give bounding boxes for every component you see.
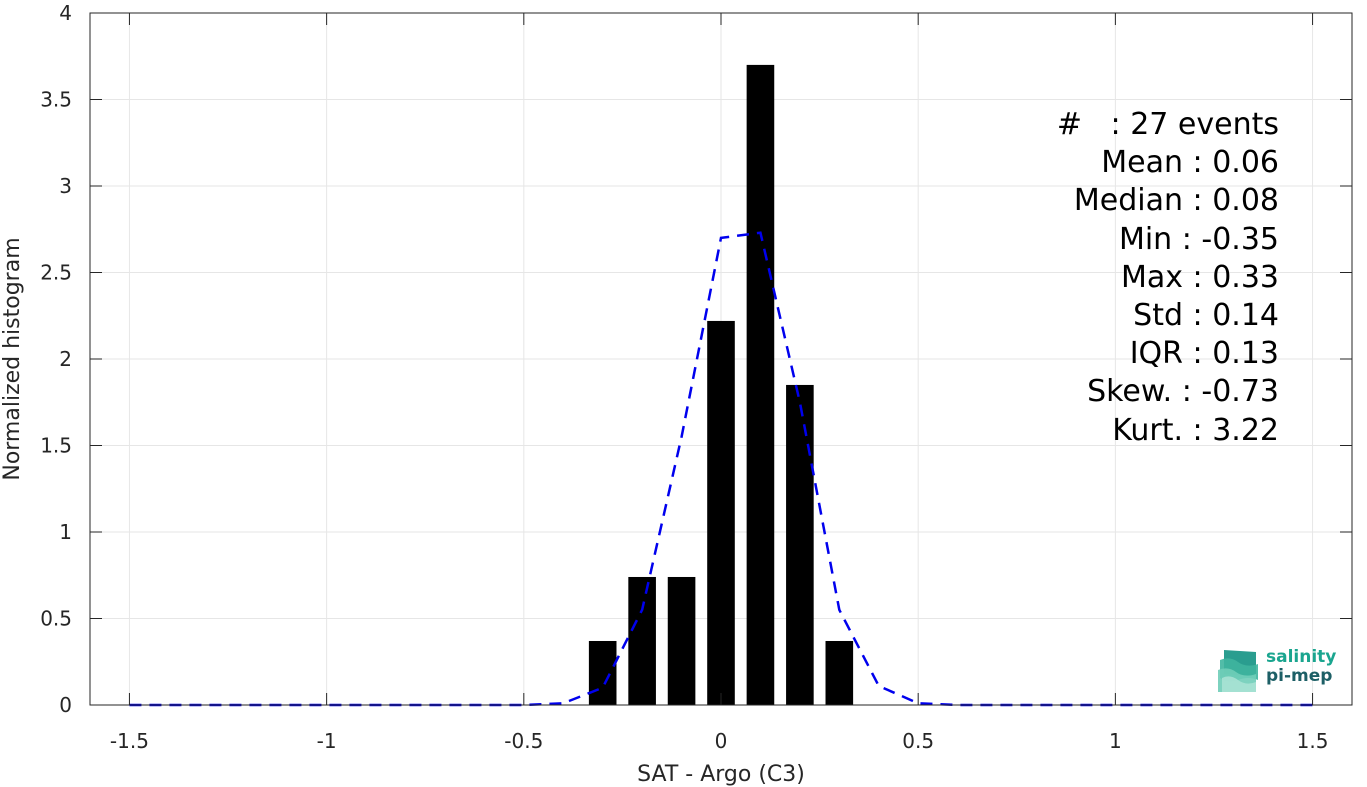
stat-median: Median : 0.08 (1073, 183, 1279, 219)
x-tick-label: -1.5 (110, 729, 149, 753)
y-axis-label: Normalized histogram (0, 237, 25, 480)
y-tick-label: 0.5 (40, 607, 72, 631)
x-tick-label: 0.5 (902, 729, 934, 753)
x-tick-label: -1 (317, 729, 337, 753)
stat-events: # : 27 events (1056, 107, 1279, 142)
logo-line2: pi-mep (1266, 666, 1333, 686)
stats-box: # : 27 events Mean : 0.06 Median : 0.08 … (1057, 106, 1279, 450)
grid-layer (90, 12, 1352, 706)
logo-line1: salinity (1266, 647, 1337, 667)
x-tick-label: 0 (715, 729, 728, 753)
bars-layer (588, 64, 854, 705)
stat-mean: Mean : 0.06 (1101, 145, 1279, 181)
stat-skew: Skew. : -0.73 (1087, 374, 1279, 410)
wave-logo-icon (1218, 650, 1258, 692)
y-tick-label: 2.5 (40, 261, 72, 285)
histogram-bar (746, 64, 775, 705)
x-tick-label: -0.5 (504, 729, 543, 753)
stat-max: Max : 0.33 (1121, 259, 1279, 295)
salinity-pi-mep-logo: salinity pi-mep (1216, 646, 1346, 694)
x-tick-label: 1.5 (1297, 729, 1329, 753)
y-tick-label: 0 (59, 693, 72, 717)
y-tick-label: 2 (59, 347, 72, 371)
x-tick-label: 1 (1109, 729, 1122, 753)
histogram-bar (667, 576, 696, 705)
y-tick-label: 1.5 (40, 434, 72, 458)
histogram-bar (707, 320, 735, 705)
tick-labels-layer: -1.5 -1 -0.5 0 0.5 1 1.5 0 0.5 1 1.5 2 2.5 3 3.5 4 (40, 1, 1328, 753)
stat-kurt: Kurt. : 3.22 (1112, 412, 1279, 448)
stat-std: Std : 0.14 (1133, 298, 1279, 334)
fit-curve-layer (129, 231, 1313, 707)
histogram-bar (588, 640, 617, 705)
histogram-bar (786, 384, 814, 705)
y-tick-label: 3 (59, 174, 72, 198)
x-axis-label: SAT - Argo (C3) (637, 762, 805, 787)
fit-curve-line (129, 231, 1313, 707)
histogram-bar (825, 640, 854, 705)
stat-iqr: IQR : 0.13 (1129, 336, 1279, 372)
y-tick-label: 1 (59, 520, 72, 544)
histogram-bar (628, 576, 656, 705)
y-tick-label: 4 (59, 1, 72, 25)
axes-layer (89, 12, 1353, 706)
stat-min: Min : -0.35 (1118, 221, 1279, 257)
y-tick-label: 3.5 (40, 88, 72, 112)
